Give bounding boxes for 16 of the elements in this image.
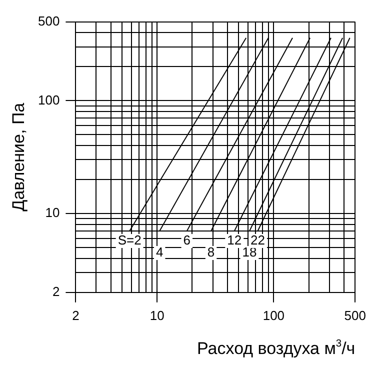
y-tick-label: 100 xyxy=(38,92,60,108)
y-tick-label: 10 xyxy=(45,205,60,220)
x-tick-label: 10 xyxy=(150,308,164,323)
y-tick-label: 2 xyxy=(52,284,60,299)
series-label: 22 xyxy=(250,232,265,248)
x-tick-label: 100 xyxy=(262,308,285,323)
series-label: 4 xyxy=(156,244,164,260)
series-label: 6 xyxy=(183,232,191,248)
y-tick-label: 500 xyxy=(38,13,60,28)
x-tick-label: 2 xyxy=(72,308,80,323)
series-label: S=2 xyxy=(118,232,142,248)
series-label: 12 xyxy=(227,232,242,248)
y-axis-title: Давление, Па xyxy=(9,102,28,212)
x-tick-label: 500 xyxy=(344,308,366,323)
series-label: 18 xyxy=(242,244,257,260)
series-label: 8 xyxy=(207,244,215,260)
